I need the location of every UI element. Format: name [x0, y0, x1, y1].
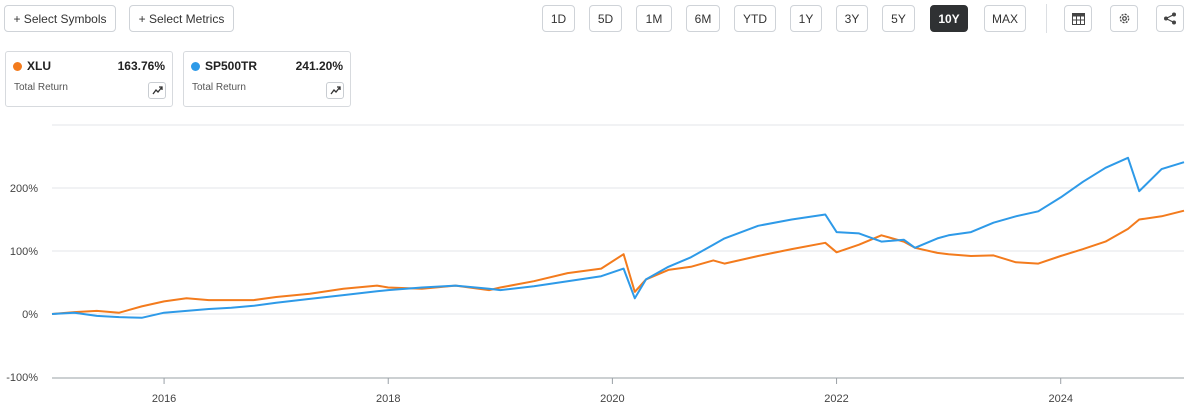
- range-1m-button[interactable]: 1M: [636, 5, 672, 32]
- range-1d-button[interactable]: 1D: [542, 5, 575, 32]
- card-value: 163.76%: [117, 59, 165, 73]
- share-icon[interactable]: [1156, 5, 1184, 32]
- series-color-dot: [13, 62, 22, 71]
- y-tick-label: 200%: [10, 183, 38, 195]
- x-tick-label: 2022: [824, 393, 848, 405]
- trend-chart-icon[interactable]: [148, 82, 166, 99]
- symbol-card-sp500tr[interactable]: SP500TR 241.20% Total Return: [183, 51, 351, 107]
- y-tick-label: 0%: [22, 309, 38, 321]
- range-10y-button[interactable]: 10Y: [930, 5, 968, 32]
- x-tick-label: 2024: [1048, 393, 1072, 405]
- settings-gear-icon[interactable]: [1110, 5, 1138, 32]
- y-tick-label: 100%: [10, 246, 38, 258]
- range-3y-button[interactable]: 3Y: [836, 5, 868, 32]
- series-line-xlu: [51, 209, 1185, 315]
- range-5y-button[interactable]: 5Y: [882, 5, 915, 32]
- trend-chart-icon[interactable]: [326, 82, 344, 99]
- range-ytd-button[interactable]: YTD: [734, 5, 776, 32]
- range-5d-button[interactable]: 5D: [589, 5, 622, 32]
- symbol-card-xlu[interactable]: XLU 163.76% Total Return: [5, 51, 173, 107]
- x-tick-label: 2018: [376, 393, 400, 405]
- x-tick-label: 2020: [600, 393, 624, 405]
- card-value: 241.20%: [295, 59, 343, 73]
- card-symbol: XLU: [27, 59, 51, 73]
- select-symbols-button[interactable]: + Select Symbols: [4, 5, 116, 32]
- series-color-dot: [191, 62, 200, 71]
- series-line-sp500tr: [51, 156, 1185, 319]
- range-max-button[interactable]: MAX: [984, 5, 1026, 32]
- card-subtitle: Total Return: [192, 82, 246, 93]
- card-subtitle: Total Return: [14, 82, 68, 93]
- y-tick-label: -100%: [6, 372, 38, 384]
- table-icon[interactable]: [1064, 5, 1092, 32]
- x-tick-label: 2016: [152, 393, 176, 405]
- toolbar-divider: [1046, 4, 1047, 33]
- range-6m-button[interactable]: 6M: [686, 5, 720, 32]
- card-symbol: SP500TR: [205, 59, 258, 73]
- range-1y-button[interactable]: 1Y: [790, 5, 822, 32]
- select-metrics-button[interactable]: + Select Metrics: [129, 5, 234, 32]
